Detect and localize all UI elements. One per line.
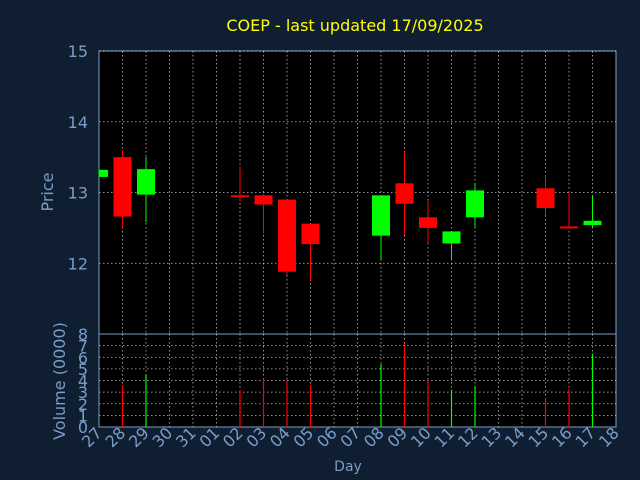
candle-body <box>536 188 555 209</box>
price-tick-labels: 15 14 13 12 <box>68 42 88 273</box>
volume-axis-label: Volume (0000) <box>50 322 69 440</box>
volume-tick-label: 8 <box>78 325 88 344</box>
volume-tick-label: 3 <box>78 383 88 402</box>
volume-panel <box>98 333 617 428</box>
price-axis-label: Price <box>38 172 57 211</box>
price-tick-label: 15 <box>68 42 88 61</box>
candle-body <box>442 231 461 244</box>
candle-body <box>254 195 273 205</box>
volume-tick-label: 6 <box>78 348 88 367</box>
volume-tick-label: 7 <box>78 337 88 356</box>
volume-tick-label: 2 <box>78 395 88 414</box>
volume-tick-label: 4 <box>78 372 88 391</box>
candle-body <box>560 226 578 229</box>
volume-bars <box>121 343 594 427</box>
candle-body <box>231 195 249 198</box>
candle-body <box>395 183 414 204</box>
day-tick-labels: 2728293031010203040506070809101112131415… <box>78 423 623 451</box>
candle-body <box>301 223 320 245</box>
volume-tick-label: 0 <box>78 418 88 437</box>
price-tick-label: 14 <box>68 113 88 132</box>
candle-body <box>419 217 437 228</box>
price-tick-label: 12 <box>68 254 88 273</box>
candle-body <box>278 199 296 272</box>
candle-body <box>466 190 484 218</box>
chart-title: COEP - last updated 17/09/2025 <box>226 16 483 35</box>
volume-tick-label: 5 <box>78 360 88 379</box>
candle-body <box>583 220 602 226</box>
x-axis-label: Day <box>334 459 362 475</box>
candlesticks <box>98 150 602 281</box>
price-tick-label: 13 <box>68 184 88 203</box>
candle-body <box>113 157 132 217</box>
candle-body <box>137 169 155 195</box>
volume-tick-label: 1 <box>78 406 88 425</box>
candle-body <box>372 195 390 236</box>
candle-body <box>99 169 108 177</box>
